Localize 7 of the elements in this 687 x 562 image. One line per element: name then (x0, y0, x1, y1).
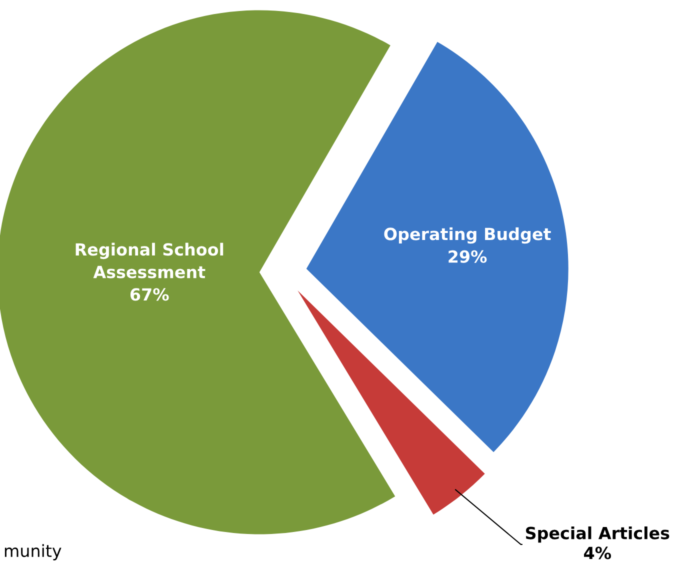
data-label: 67% (130, 288, 169, 301)
slice-label: Regional School Assessment (76, 242, 224, 278)
slice-label: Special Articles (526, 526, 670, 543)
data-label: 29% (448, 250, 487, 263)
data-label: 4% (584, 546, 612, 560)
slice-label: Operating Budget (384, 227, 551, 244)
text: munity (4, 544, 62, 560)
